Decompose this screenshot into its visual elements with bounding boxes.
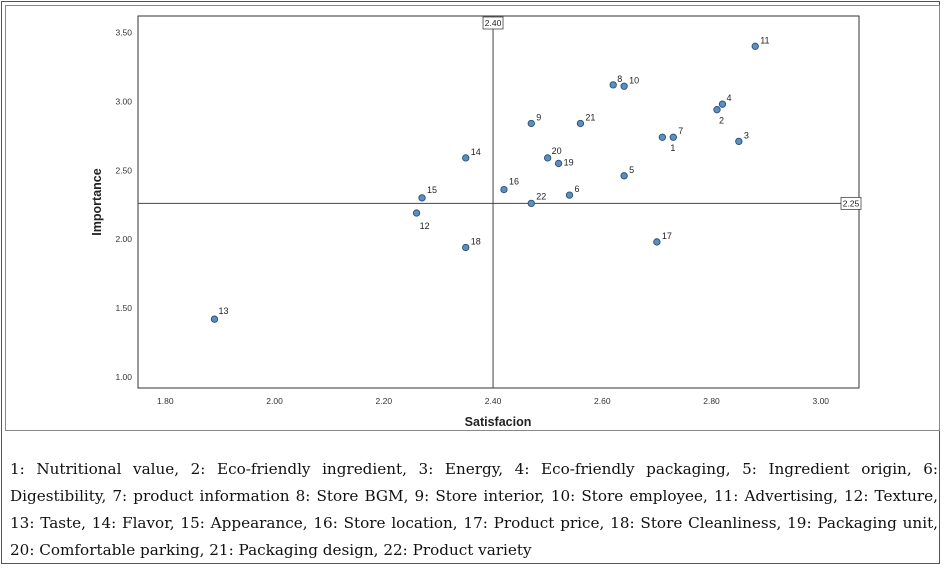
point-marker-12 [412, 209, 421, 217]
point-label-11: 11 [760, 35, 769, 45]
point-label-10: 10 [629, 75, 639, 85]
point-marker-9 [527, 119, 535, 128]
point-marker-20 [544, 154, 552, 162]
y-axis-title: Importance [90, 168, 104, 235]
horizontal-reference-label-box [840, 196, 862, 210]
point-label-8: 8 [617, 74, 622, 84]
chart-panel: 1.00 1.50 2.00 2.50 3.00 3.50 1.80 2.00 2.20 2.4… [5, 5, 940, 431]
scatter-chart: 1.00 1.50 2.00 2.50 3.00 3.50 1.80 2.00 2.20 2.4… [90, 15, 862, 429]
point-label-17: 17 [662, 231, 672, 241]
point-label-13: 13 [218, 306, 228, 316]
point-label-14: 14 [471, 147, 481, 157]
point-label-9: 9 [536, 112, 541, 122]
point-marker-5 [620, 172, 628, 180]
y-tick-label: 3.50 [115, 28, 132, 38]
point-marker-21 [576, 119, 585, 128]
figure-caption: 1: Nutritional value, 2: Eco-friendly in… [10, 460, 938, 559]
point-label-6: 6 [575, 184, 580, 194]
y-tick-label: 1.50 [115, 303, 132, 313]
x-tick-label: 2.00 [266, 396, 283, 406]
point-label-18: 18 [471, 236, 481, 246]
point-marker-15 [418, 194, 426, 202]
point-label-1: 1 [670, 143, 675, 153]
x-tick-label: 2.80 [703, 396, 720, 406]
point-marker-17 [653, 238, 661, 246]
point-marker-22 [527, 199, 535, 208]
x-tick-label: 2.40 [485, 396, 502, 406]
point-marker-7 [669, 133, 677, 141]
point-label-15: 15 [427, 185, 437, 195]
point-marker-1 [658, 133, 667, 141]
x-tick-label: 2.60 [594, 396, 611, 406]
point-marker-3 [735, 137, 743, 146]
point-marker-19 [554, 159, 563, 168]
point-label-7: 7 [678, 126, 683, 136]
x-axis-title: Satisfacion [465, 415, 532, 429]
point-label-3: 3 [744, 130, 749, 140]
x-tick-label: 2.20 [376, 396, 393, 406]
point-marker-13 [210, 315, 219, 323]
point-marker-10 [620, 82, 628, 90]
plot-area [137, 15, 860, 389]
point-label-2: 2 [719, 116, 724, 126]
x-tick-label: 1.80 [157, 396, 174, 406]
y-tick-label: 2.00 [115, 234, 132, 244]
point-label-19: 19 [564, 157, 574, 167]
point-marker-8 [609, 81, 617, 89]
point-marker-2 [713, 106, 721, 114]
horizontal-reference-label: 2.25 [843, 198, 860, 208]
y-axis-ticks: 1.00 1.50 2.00 2.50 3.00 3.50 [115, 28, 132, 382]
x-tick-label: 3.00 [812, 396, 829, 406]
y-tick-label: 2.50 [115, 165, 132, 175]
point-marker-14 [462, 154, 470, 162]
point-label-21: 21 [585, 112, 595, 122]
point-label-20: 20 [552, 146, 562, 156]
point-label-12: 12 [420, 221, 430, 231]
x-axis-ticks: 1.80 2.00 2.20 2.40 2.60 2.80 3.00 [157, 396, 829, 406]
y-tick-label: 1.00 [115, 372, 132, 382]
y-tick-label: 3.00 [115, 96, 132, 106]
point-label-5: 5 [629, 165, 634, 175]
point-marker-16 [500, 185, 508, 194]
point-marker-18 [462, 243, 470, 252]
point-label-4: 4 [726, 93, 731, 103]
point-label-22: 22 [536, 191, 546, 201]
point-marker-4 [718, 100, 727, 108]
vertical-reference-label-box [482, 16, 504, 30]
point-marker-11 [751, 42, 759, 50]
point-marker-6 [565, 191, 574, 199]
reference-lines: 2.40 2.25 [138, 16, 862, 388]
point-label-16: 16 [509, 177, 519, 187]
vertical-reference-label: 2.40 [485, 18, 502, 28]
